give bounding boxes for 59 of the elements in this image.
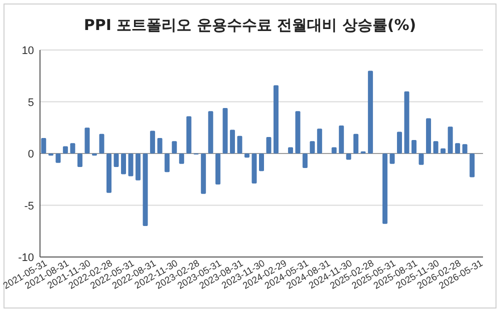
bar xyxy=(230,130,235,154)
bar xyxy=(448,126,453,154)
bar xyxy=(172,141,177,154)
bar xyxy=(128,154,134,176)
bar xyxy=(237,136,242,154)
bar xyxy=(382,154,388,224)
bar xyxy=(346,154,352,160)
bar xyxy=(252,154,257,184)
bar xyxy=(244,154,250,158)
bar xyxy=(215,154,220,185)
y-tick-label: -10 xyxy=(18,252,34,264)
bar xyxy=(332,147,337,154)
bar xyxy=(222,108,228,154)
bar xyxy=(455,143,460,154)
bar xyxy=(404,91,410,154)
bar xyxy=(106,154,112,193)
bar xyxy=(121,154,126,174)
bar xyxy=(259,154,264,172)
bar xyxy=(288,147,294,154)
y-tick-label: 0 xyxy=(28,148,34,160)
bar xyxy=(462,144,468,154)
bar xyxy=(200,154,206,194)
bar xyxy=(208,111,214,154)
bar xyxy=(412,140,417,154)
bar xyxy=(295,111,300,154)
bar xyxy=(150,130,156,154)
bar xyxy=(338,126,344,154)
bar xyxy=(440,148,446,154)
bar xyxy=(157,138,162,154)
bar xyxy=(164,154,170,172)
bar xyxy=(353,134,358,154)
chart-title: PPI 포트폴리오 운용수수료 전월대비 상승률(%) xyxy=(84,16,416,34)
bar xyxy=(266,136,272,154)
bar xyxy=(114,154,119,167)
bar xyxy=(426,118,432,154)
y-tick-label: 10 xyxy=(22,45,34,57)
bar xyxy=(186,116,192,154)
bar xyxy=(84,128,90,154)
bar xyxy=(302,154,308,168)
bar xyxy=(56,154,61,163)
bar xyxy=(470,154,475,178)
bar xyxy=(317,128,322,154)
bar xyxy=(62,146,68,154)
bar xyxy=(70,143,76,154)
bar xyxy=(310,141,315,154)
bar xyxy=(433,141,438,154)
bar xyxy=(99,134,104,154)
bar xyxy=(77,154,82,167)
y-tick-label: 5 xyxy=(28,96,34,109)
bar xyxy=(41,138,46,154)
bar xyxy=(390,154,395,164)
bar xyxy=(179,154,184,164)
bar xyxy=(396,132,402,154)
bar xyxy=(142,154,148,226)
bar xyxy=(274,85,279,154)
bar xyxy=(136,154,141,180)
y-tick-label: -5 xyxy=(24,200,34,212)
bar xyxy=(368,70,373,154)
bar xyxy=(418,154,424,165)
